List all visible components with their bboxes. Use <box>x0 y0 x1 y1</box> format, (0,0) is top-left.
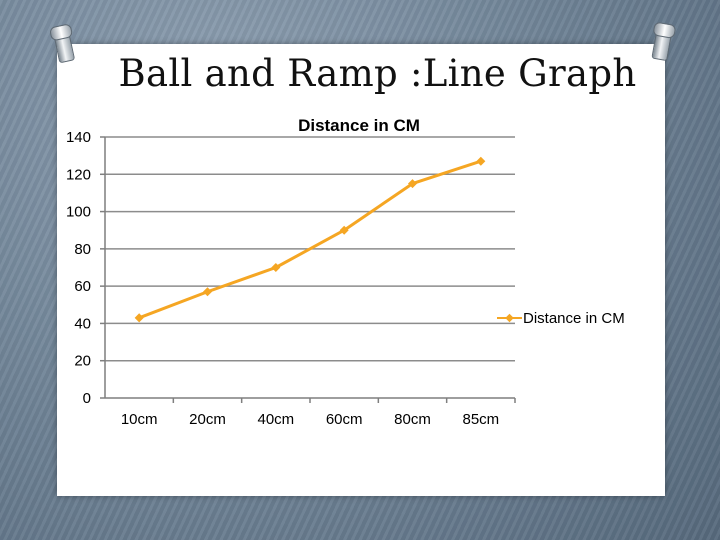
chart-title: Distance in CM <box>298 116 420 135</box>
y-tick-label: 0 <box>83 390 91 407</box>
series-line <box>138 159 482 320</box>
x-tick-label: 60cm <box>326 411 363 428</box>
series-group <box>134 156 486 323</box>
data-point <box>339 225 349 235</box>
slide-background <box>57 44 665 496</box>
data-point <box>134 313 144 323</box>
x-tick-label: 20cm <box>189 411 226 428</box>
y-tick-label: 20 <box>74 353 91 370</box>
y-axis-ticks: 0 20 40 60 80 100 120 140 <box>66 129 105 407</box>
legend: Distance in CM <box>497 310 625 327</box>
data-point <box>476 156 486 166</box>
y-tick-label: 140 <box>66 129 91 146</box>
y-tick-label: 100 <box>66 204 91 221</box>
x-tick-label: 85cm <box>462 411 499 428</box>
y-tick-label: 120 <box>66 166 91 183</box>
x-axis-ticks: 10cm 20cm 40cm 60cm 80cm 85cm <box>121 398 516 428</box>
legend-label: Distance in CM <box>523 310 625 327</box>
y-tick-label: 40 <box>74 315 91 332</box>
y-tick-label: 60 <box>74 278 91 295</box>
data-point <box>202 287 213 297</box>
y-tick-label: 80 <box>74 241 91 258</box>
x-tick-label: 10cm <box>121 411 158 428</box>
legend-diamond-icon <box>505 313 514 323</box>
gridlines <box>105 136 515 362</box>
slide-title: Ball and Ramp :Line Graph <box>118 52 637 95</box>
x-tick-label: 40cm <box>257 411 294 428</box>
x-tick-label: 80cm <box>394 411 431 428</box>
